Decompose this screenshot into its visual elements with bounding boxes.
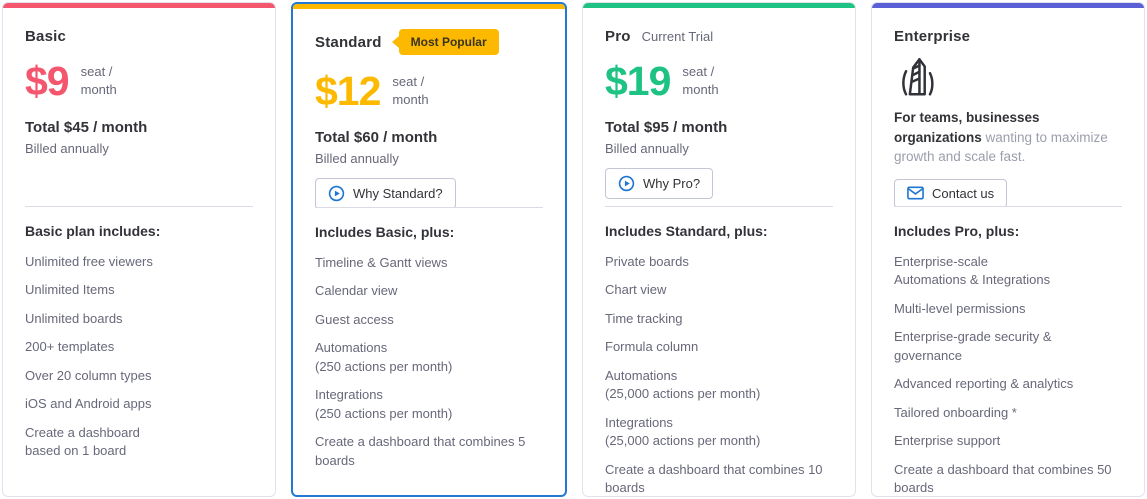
feature-item: Over 20 column types — [25, 367, 152, 383]
price-pro: $19 — [605, 57, 671, 104]
card-pro[interactable]: Pro Current Trial $19 seat / month Total… — [582, 2, 856, 497]
divider — [605, 206, 833, 207]
play-icon — [328, 185, 345, 202]
feature-item: Private boards — [605, 254, 689, 269]
feature-item: Enterprise-scale Automations & Integrati… — [894, 254, 1051, 288]
billing-note-standard: Billed annually — [315, 151, 399, 166]
feature-item: Create a dashboard based on 1 board — [25, 424, 140, 459]
billing-note-basic: Billed annually — [25, 141, 109, 156]
feature-item: Create a dashboard that combines 5 board… — [315, 434, 526, 468]
feature-item: iOS and Android apps — [25, 396, 152, 412]
plan-description-rest: wanting to maximize growth and scale fas… — [894, 129, 1108, 165]
feature-item: Guest access — [315, 311, 394, 327]
card-standard[interactable]: Standard Most Popular $12 seat / month T… — [291, 2, 567, 497]
feature-item: Automations (250 actions per month) — [315, 340, 453, 374]
card-enterprise[interactable]: Enterprise For teams, businesses organiz… — [871, 2, 1145, 497]
feature-item: Unlimited Items — [25, 282, 115, 298]
why-standard-label: Why Standard? — [353, 186, 443, 201]
feature-item: Unlimited free viewers — [25, 254, 153, 269]
total-price-pro: Total $95 / month — [605, 119, 728, 136]
why-standard-button[interactable]: Why Standard? — [315, 178, 456, 207]
basic-accent-bar — [3, 3, 275, 8]
billing-note-pro: Billed annually — [605, 141, 689, 156]
mail-icon — [907, 186, 924, 200]
divider — [25, 206, 253, 207]
building-icon — [894, 55, 1122, 101]
price-unit-pro: seat / month — [682, 63, 719, 97]
most-popular-badge: Most Popular — [391, 29, 499, 55]
divider — [894, 206, 1122, 207]
feature-item: 200+ templates — [25, 339, 115, 355]
feature-item: Timeline & Gantt views — [315, 255, 448, 270]
feature-item: Advanced reporting & analytics — [894, 376, 1074, 392]
feature-item: Tailored onboarding * — [894, 404, 1017, 420]
enterprise-accent-bar — [872, 3, 1144, 8]
feature-list-enterprise: Enterprise-scale Automations & Integrati… — [894, 253, 1122, 496]
total-price-standard: Total $60 / month — [315, 129, 438, 146]
includes-heading-pro: Includes Standard, plus: — [605, 223, 768, 239]
feature-list-pro: Private boards Chart view Time tracking … — [605, 253, 833, 496]
price-standard: $12 — [315, 67, 381, 114]
includes-heading-enterprise: Includes Pro, plus: — [894, 223, 1020, 239]
price-unit-basic: seat / month — [80, 63, 117, 97]
price-unit-standard: seat / month — [392, 73, 429, 107]
contact-us-label: Contact us — [932, 185, 995, 201]
badge-label: Most Popular — [398, 29, 499, 55]
card-basic[interactable]: Basic $9 seat / month Total $45 / month … — [2, 2, 276, 497]
play-icon — [618, 175, 635, 192]
feature-item: Multi-level permissions — [894, 300, 1026, 316]
total-price-basic: Total $45 / month — [25, 119, 148, 136]
feature-item: Integrations (25,000 actions per month) — [605, 414, 761, 449]
why-pro-label: Why Pro? — [643, 176, 701, 191]
feature-list-standard: Timeline & Gantt views Calendar view Gue… — [315, 254, 543, 470]
plan-title-standard: Standard — [315, 33, 382, 51]
feature-item: Unlimited boards — [25, 310, 123, 326]
feature-item: Enterprise-grade security & governance — [894, 329, 1052, 363]
feature-item: Time tracking — [605, 310, 683, 326]
feature-item: Automations (25,000 actions per month) — [605, 367, 761, 402]
price-basic: $9 — [25, 57, 70, 104]
feature-item: Create a dashboard that combines 10 boar… — [605, 461, 823, 496]
standard-accent-bar — [293, 4, 565, 9]
badge-arrow — [391, 36, 399, 48]
pro-accent-bar — [583, 3, 855, 8]
divider — [315, 207, 543, 208]
feature-item: Integrations (250 actions per month) — [315, 387, 453, 421]
contact-us-button[interactable]: Contact us — [894, 178, 1008, 206]
includes-heading-basic: Basic plan includes: — [25, 223, 161, 239]
feature-item: Formula column — [605, 339, 699, 355]
feature-list-basic: Unlimited free viewers Unlimited Items U… — [25, 253, 253, 461]
feature-item: Enterprise support — [894, 433, 1001, 449]
current-trial-tag: Current Trial — [641, 29, 714, 44]
why-pro-button[interactable]: Why Pro? — [605, 168, 714, 199]
plan-title-pro: Pro — [605, 28, 631, 45]
feature-item: Calendar view — [315, 283, 398, 299]
plan-title-enterprise: Enterprise — [894, 28, 971, 45]
plan-description-bold: For teams, businesses organizations — [894, 110, 1040, 145]
feature-item: Create a dashboard that combines 50 boar… — [894, 461, 1112, 496]
plan-description: For teams, businesses organizations want… — [894, 108, 1109, 167]
includes-heading-standard: Includes Basic, plus: — [315, 224, 455, 240]
plan-title-basic: Basic — [25, 28, 67, 45]
feature-item: Chart view — [605, 282, 667, 298]
